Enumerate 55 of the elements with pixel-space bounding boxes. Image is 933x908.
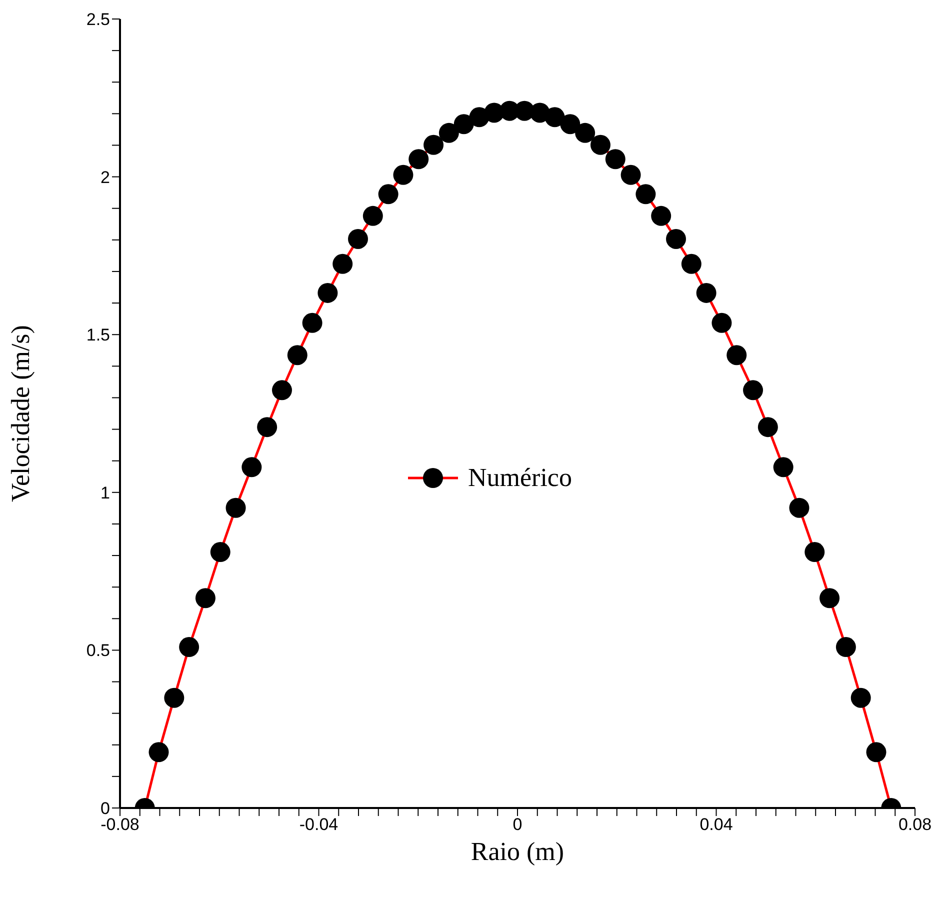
y-tick-label: 1.5 bbox=[86, 326, 110, 345]
point bbox=[226, 498, 246, 518]
point bbox=[560, 114, 580, 134]
point bbox=[804, 542, 825, 562]
point bbox=[424, 134, 444, 155]
y-tick-label: 1 bbox=[100, 483, 110, 502]
point bbox=[726, 345, 747, 366]
point bbox=[242, 457, 262, 478]
point bbox=[605, 149, 626, 170]
point bbox=[758, 417, 778, 438]
point bbox=[789, 498, 810, 518]
point bbox=[179, 637, 200, 658]
point bbox=[287, 345, 308, 366]
point bbox=[362, 206, 383, 226]
point bbox=[636, 184, 656, 204]
point bbox=[743, 380, 764, 400]
point bbox=[575, 122, 596, 143]
point bbox=[148, 742, 169, 762]
point bbox=[272, 380, 292, 400]
point bbox=[210, 542, 230, 562]
point bbox=[318, 282, 338, 303]
x-tick-label: -0.04 bbox=[299, 815, 338, 834]
y-axis-title: Velocidade (m/s) bbox=[6, 325, 36, 502]
x-tick-label: 0 bbox=[512, 815, 522, 834]
point bbox=[302, 312, 322, 333]
point bbox=[544, 107, 565, 128]
point bbox=[712, 312, 732, 333]
point bbox=[195, 588, 216, 608]
legend-label: Numérico bbox=[468, 463, 572, 493]
point bbox=[257, 417, 278, 438]
point bbox=[590, 134, 610, 155]
point bbox=[773, 457, 794, 478]
point bbox=[666, 228, 686, 249]
x-tick-label: 0.04 bbox=[700, 815, 733, 834]
point bbox=[393, 164, 414, 185]
x-axis-title: Raio (m) bbox=[470, 837, 564, 866]
point bbox=[836, 637, 856, 658]
point bbox=[866, 742, 886, 762]
point bbox=[332, 254, 353, 274]
point bbox=[408, 149, 429, 170]
y-tick-label: 2 bbox=[100, 168, 110, 187]
point bbox=[696, 282, 716, 303]
point bbox=[164, 688, 184, 708]
point bbox=[651, 206, 672, 226]
point bbox=[681, 254, 702, 274]
point bbox=[454, 114, 474, 134]
point bbox=[348, 228, 368, 249]
point bbox=[820, 588, 840, 608]
x-tick-label: 0.08 bbox=[898, 815, 932, 834]
y-tick-label: 0.5 bbox=[86, 641, 110, 660]
point bbox=[850, 688, 871, 708]
y-tick-label: 2.5 bbox=[86, 10, 110, 30]
point bbox=[620, 164, 641, 185]
point bbox=[378, 184, 398, 204]
point bbox=[438, 122, 459, 143]
